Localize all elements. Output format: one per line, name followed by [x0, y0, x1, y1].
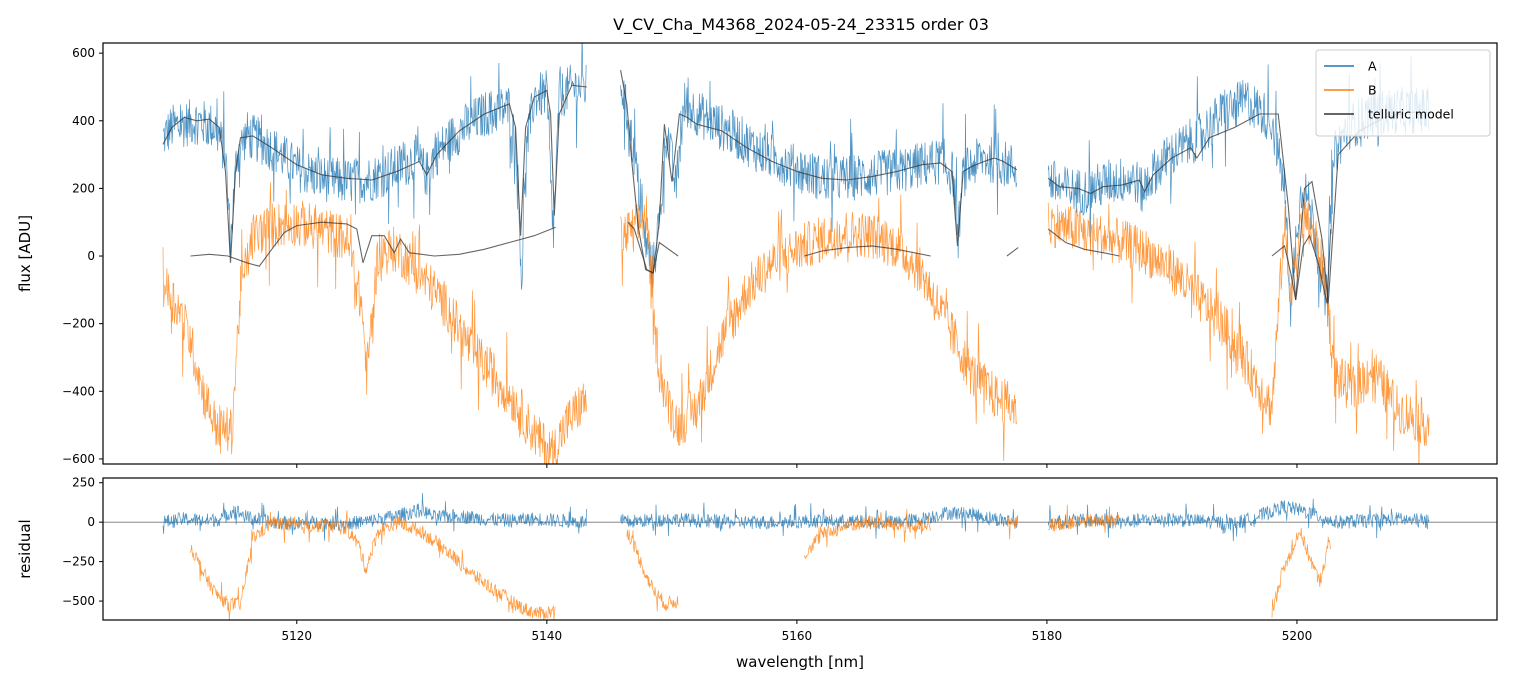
residual-series-b-segment-1: [626, 529, 679, 612]
main-series-a-segment-1: [620, 77, 1018, 289]
residual-ytick-label: −500: [62, 594, 95, 608]
residual-ytick-label: 0: [87, 515, 95, 529]
main-series-telluric-model-segment-8: [1271, 228, 1332, 304]
main-panel: −600 −400 −200 0 200 400 600 flux [ADU] ABtellur…: [16, 42, 1498, 468]
main-series-telluric-model-segment-2: [1047, 111, 1430, 304]
main-ytick-label: 0: [87, 249, 95, 263]
residual-plot-area: [103, 492, 1497, 620]
legend-label-1: B: [1368, 83, 1377, 98]
residual-series-a-segment-2: [1047, 498, 1430, 542]
residual-series-a-segment-1: [620, 502, 1019, 539]
main-frame: [102, 42, 1498, 465]
residual-series-b-segment-4: [1048, 504, 1120, 533]
chart-title: V_CV_Cha_M4368_2024-05-24_23315 order 03: [613, 15, 989, 35]
main-series-telluric-model-segment-6: [1006, 247, 1019, 257]
main-series-b-segment-1: [620, 194, 1018, 461]
residual-series-b-segment-0: [190, 510, 556, 620]
main-series-telluric-model-segment-0: [162, 84, 587, 263]
main-series-b-segment-2: [1047, 198, 1430, 464]
residual-series-b-segment-5: [1271, 527, 1331, 618]
residual-series-b-segment-3: [1006, 516, 1018, 540]
main-series-telluric-model-segment-5: [804, 245, 931, 257]
residual-xtick-label: 5200: [1282, 629, 1313, 643]
residual-ytick-label: −250: [62, 555, 95, 569]
residual-ytick-label: 250: [72, 476, 95, 490]
main-series-telluric-model-segment-4: [627, 221, 679, 274]
legend-label-0: A: [1368, 59, 1377, 74]
main-plot-area: [162, 43, 1430, 464]
residual-series-a-segment-0: [162, 492, 587, 541]
legend-box: [1315, 49, 1491, 137]
residual-xtick-label: 5120: [282, 629, 313, 643]
main-ytick-label: 200: [72, 181, 95, 195]
main-ytick-label: −600: [62, 452, 95, 466]
main-series-telluric-model-segment-3: [190, 221, 556, 267]
residual-series-b-segment-2: [804, 509, 931, 560]
main-ytick-label: −400: [62, 384, 95, 398]
residual-panel: −500 −250 0 250 5120 5140 5160 5180 5200 residual…: [16, 476, 1498, 671]
main-series-b-segment-0: [162, 182, 587, 464]
main-ylabel: flux [ADU]: [16, 215, 34, 292]
legend-label-2: telluric model: [1368, 107, 1454, 122]
residual-xtick-label: 5140: [532, 629, 563, 643]
main-ytick-label: 400: [72, 114, 95, 128]
residual-frame: [102, 477, 1498, 621]
main-series-telluric-model-segment-7: [1047, 228, 1120, 257]
main-ytick-label: 600: [72, 46, 95, 60]
residual-xtick-label: 5160: [782, 629, 813, 643]
residual-xlabel: wavelength [nm]: [736, 653, 864, 671]
main-series-a-segment-0: [162, 43, 587, 290]
main-ytick-label: −200: [62, 317, 95, 331]
residual-xtick-label: 5180: [1032, 629, 1063, 643]
residual-ylabel: residual: [16, 519, 34, 578]
